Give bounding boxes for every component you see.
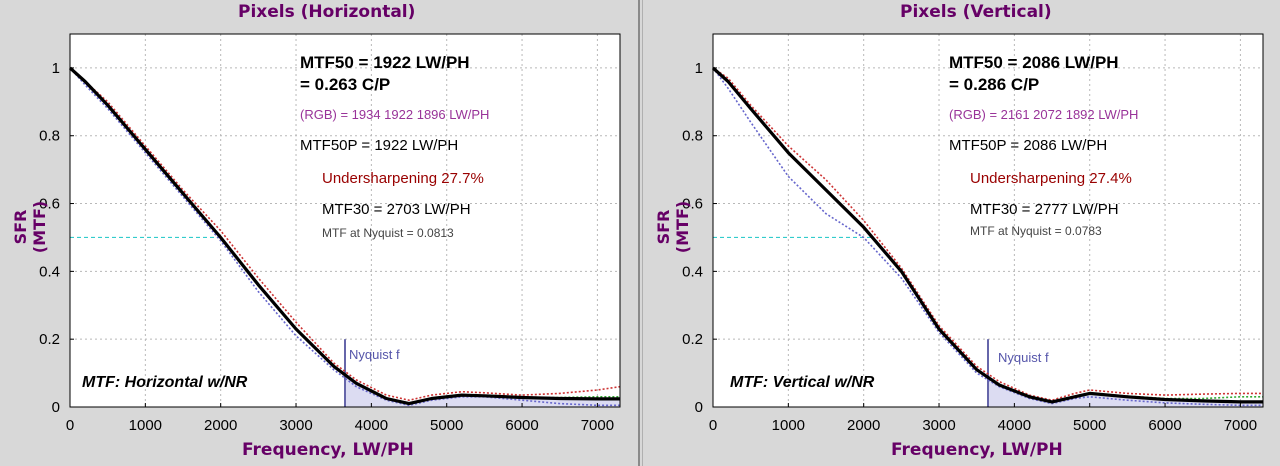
- y-tick-label: 1: [695, 60, 703, 77]
- x-tick-label: 2000: [847, 417, 880, 434]
- mtf50p-value: MTF50P = 1922 LW/PH: [300, 137, 459, 154]
- x-tick-label: 3000: [279, 417, 312, 434]
- y-tick-label: 0.2: [682, 331, 703, 348]
- rgb-mtf50-values: (RGB) = 1934 1922 1896 LW/PH: [300, 107, 490, 122]
- chart-title: Pixels (Vertical): [900, 2, 1052, 22]
- x-tick-label: 1000: [772, 417, 805, 434]
- x-tick-label: 7000: [581, 417, 614, 434]
- y-tick-label: 0.4: [682, 263, 703, 280]
- y-tick-label: 0.6: [39, 196, 60, 213]
- series-line-b: [69, 67, 620, 407]
- y-tick-label: 1: [52, 60, 60, 77]
- series-line-r: [712, 67, 1263, 402]
- x-tick-label: 6000: [1148, 417, 1181, 434]
- mtf30-value: MTF30 = 2703 LW/PH: [322, 201, 471, 218]
- mtf50-cp-value: = 0.286 C/P: [949, 75, 1040, 94]
- plot-label: MTF: Vertical w/NR: [730, 374, 875, 391]
- x-tick-label: 0: [66, 417, 74, 434]
- x-tick-label: 4000: [355, 417, 388, 434]
- y-axis-label: SFR (MTF): [654, 200, 692, 254]
- mtf50-value: MTF50 = 1922 LW/PH: [300, 53, 470, 72]
- chart-panel-vertical: 0 1000 2000 3000 4000 5000 6000 7000 0 0.2 0.4 0.6 0…: [642, 0, 1280, 466]
- mtf-at-nyquist: MTF at Nyquist = 0.0783: [970, 224, 1102, 238]
- chart-panel-horizontal: 0 1000 2000 3000 4000 5000 6000 7000 0 0.2 0.4 0.6 0…: [11, 0, 640, 466]
- mtf30-value: MTF30 = 2777 LW/PH: [970, 201, 1119, 218]
- plot-frame: [69, 33, 621, 408]
- series-line-luminance: [711, 66, 1263, 404]
- x-tick-label: 2000: [204, 417, 237, 434]
- y-axis-label: SFR (MTF): [11, 200, 49, 254]
- y-tick-label: 0.8: [39, 128, 60, 145]
- x-tick-label: 5000: [1073, 417, 1106, 434]
- x-tick-label: 5000: [430, 417, 463, 434]
- series-line-luminance: [68, 66, 620, 406]
- nyquist-label: Nyquist f: [349, 347, 400, 362]
- undersharpening-value: Undersharpening 27.7%: [322, 170, 484, 187]
- mtf-plot-vertical: 0 1000 2000 3000 4000 5000 6000 7000 0 0.2 0.4 0.6 0…: [682, 33, 1264, 434]
- y-tick-label: 0: [52, 399, 60, 416]
- x-axis-label: Frequency, LW/PH: [891, 440, 1063, 460]
- x-tick-label: 0: [709, 417, 717, 434]
- mtf50p-value: MTF50P = 2086 LW/PH: [949, 137, 1108, 154]
- x-tick-label: 7000: [1224, 417, 1257, 434]
- x-tick-label: 6000: [505, 417, 538, 434]
- series-line-r: [69, 67, 621, 402]
- mtf-plot-horizontal: 0 1000 2000 3000 4000 5000 6000 7000 0 0.2 0.4 0.6 0…: [39, 33, 621, 434]
- y-tick-label: 0.8: [682, 128, 703, 145]
- y-tick-label: 0.6: [682, 196, 703, 213]
- x-tick-label: 4000: [998, 417, 1031, 434]
- mtf50-value: MTF50 = 2086 LW/PH: [949, 53, 1119, 72]
- x-axis-label: Frequency, LW/PH: [242, 440, 414, 460]
- x-tick-label: 1000: [129, 417, 162, 434]
- y-tick-label: 0.2: [39, 331, 60, 348]
- mtf-at-nyquist: MTF at Nyquist = 0.0813: [322, 226, 454, 240]
- nyquist-shade: [988, 377, 1263, 407]
- plot-label: MTF: Horizontal w/NR: [82, 374, 248, 391]
- plot-frame: [712, 33, 1264, 408]
- x-tick-label: 3000: [922, 417, 955, 434]
- nyquist-label: Nyquist f: [998, 350, 1049, 365]
- undersharpening-value: Undersharpening 27.4%: [970, 170, 1132, 187]
- rgb-mtf50-values: (RGB) = 2161 2072 1892 LW/PH: [949, 107, 1139, 122]
- y-tick-label: 0.4: [39, 263, 60, 280]
- y-tick-label: 0: [695, 399, 703, 416]
- mtf50-cp-value: = 0.263 C/P: [300, 75, 391, 94]
- chart-title: Pixels (Horizontal): [238, 2, 416, 22]
